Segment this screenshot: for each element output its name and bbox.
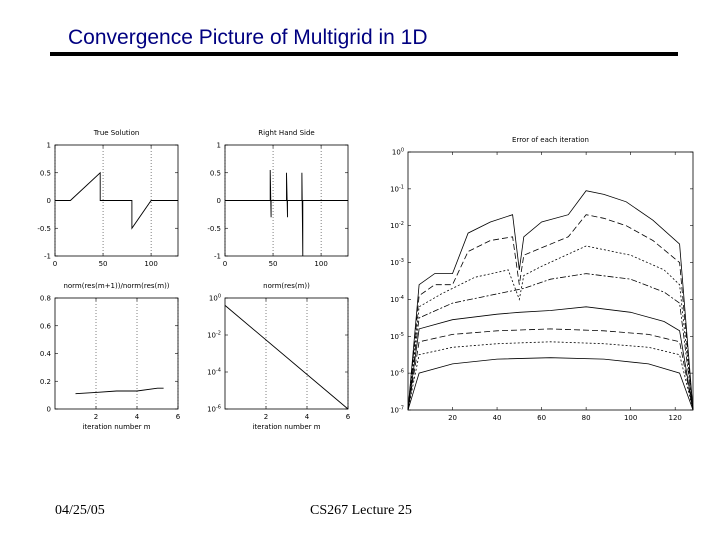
y-tick-label: 0 [217,197,221,205]
x-tick-label: 120 [669,414,682,422]
x-tick-label: 50 [269,260,278,268]
plot-title: Error of each iteration [512,136,589,144]
series-line [55,171,178,230]
plot-title: norm(res(m+1))/norm(res(m)) [63,282,169,290]
y-tick-label: 100 [209,294,221,303]
y-tick-label: -1 [214,253,221,261]
x-tick-label: 60 [537,414,546,422]
plot-title: True Solution [93,129,140,137]
y-tick-label: 0.4 [40,350,52,358]
series-line [407,341,694,411]
series-line [75,387,164,395]
y-tick-label: 0.5 [210,169,221,177]
x-tick-label: 20 [448,414,457,422]
x-tick-label: 100 [314,260,327,268]
x-tick-label: 40 [493,414,502,422]
y-tick-label: 10-4 [390,295,404,304]
residual-norm-plot: norm(res(m)) iteration number m 100 10-2 10-… [207,282,351,431]
y-tick-label: 1 [47,142,51,150]
series-line [407,357,694,411]
y-tick-label: 10-2 [207,331,221,340]
x-tick-label: 6 [346,413,351,421]
x-tick-label: 100 [144,260,157,268]
y-tick-label: 10-2 [390,221,404,230]
plot-title: norm(res(m)) [263,282,310,290]
x-tick-label: 2 [94,413,98,421]
footer-date: 04/25/05 [55,503,105,518]
y-tick-label: 10-5 [390,332,404,341]
x-tick-label: 4 [305,413,310,421]
x-tick-label: 6 [176,413,181,421]
y-tick-label: 10-7 [390,406,404,415]
series-line [407,214,694,411]
x-tick-label: 80 [582,414,591,422]
x-tick-label: 50 [99,260,108,268]
y-tick-label: 10-3 [390,258,404,267]
series-line [407,190,694,411]
y-tick-label: 10-1 [390,184,404,193]
x-axis-label: iteration number m [252,423,320,431]
y-tick-label: 1 [217,142,221,150]
title-underline [50,52,678,56]
y-tick-label: 0.5 [40,169,51,177]
y-tick-label: 0.8 [40,295,51,303]
y-tick-label: 10-4 [207,368,221,377]
x-tick-label: 0 [53,260,57,268]
x-tick-label: 4 [135,413,140,421]
plot-frame [54,297,179,410]
series-line [407,306,694,411]
y-tick-label: -1 [44,253,51,261]
x-axis-label: iteration number m [82,423,150,431]
x-tick-label: 100 [624,414,637,422]
series-line [224,305,349,410]
error-per-iteration-plot: Error of each iteration 100 10-1 10-2 10-3 10… [390,136,694,422]
y-tick-label: 0.2 [40,378,51,386]
series-line [407,245,694,411]
plot-frame [224,297,349,410]
series-line [407,273,694,411]
plot-frame [407,151,694,411]
x-tick-label: 0 [223,260,227,268]
x-tick-label: 2 [264,413,268,421]
y-tick-label: 0 [47,197,51,205]
y-tick-label: 10-6 [390,369,404,378]
y-tick-label: 0 [47,406,51,414]
y-tick-label: 10-6 [207,405,221,414]
residual-ratio-plot: norm(res(m+1))/norm(res(m)) iteration num… [40,282,181,431]
slide-title: Convergence Picture of Multigrid in 1D [68,26,428,49]
footer-lecture: CS267 Lecture 25 [310,503,412,518]
series-line [407,328,694,411]
y-tick-label: -0.5 [207,225,221,233]
y-tick-label: 0.6 [40,322,52,330]
y-tick-label: 100 [392,148,404,157]
y-tick-label: -0.5 [37,225,51,233]
plot-title: Right Hand Side [258,129,314,137]
series-line [225,169,348,257]
